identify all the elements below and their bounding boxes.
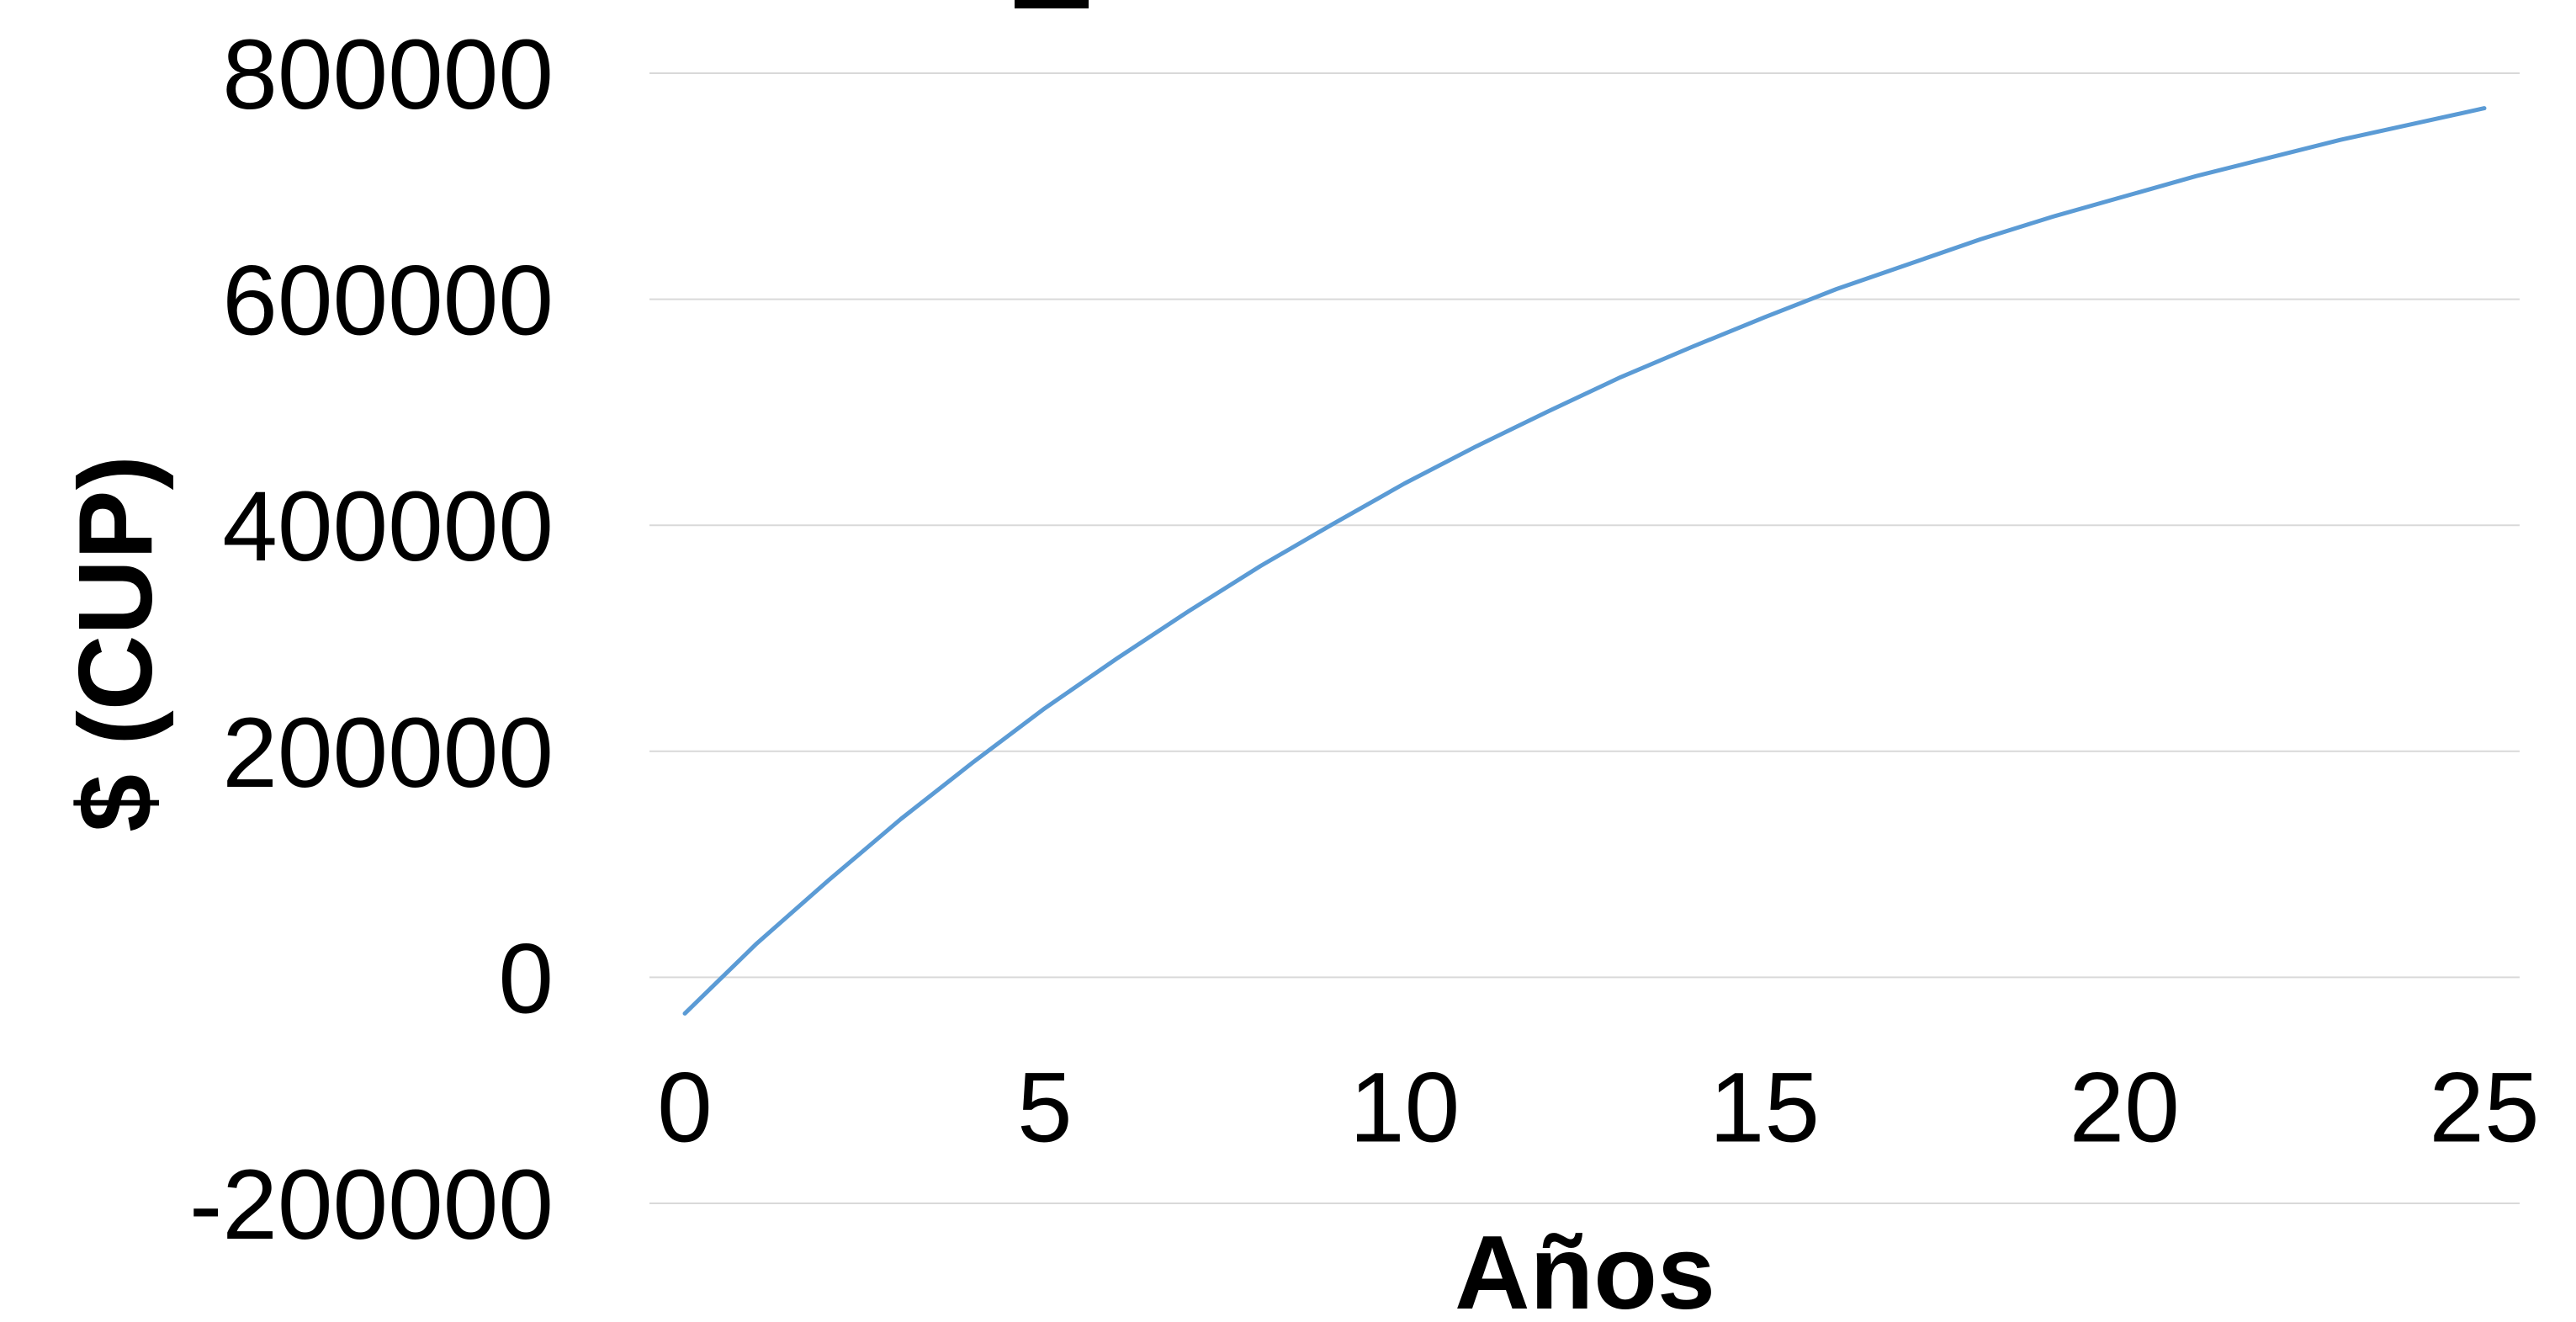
x-tick-label: 10 [1349,1052,1460,1163]
x-axis-ticks: 0 5 10 15 20 25 [657,1052,2539,1163]
y-axis-ticks: 800000 600000 400000 200000 0 -200000 [189,19,554,1261]
y-tick-label: 0 [498,923,554,1034]
gridlines [649,72,2520,1204]
x-tick-label: 20 [2070,1052,2180,1163]
y-tick-label: 200000 [222,698,554,809]
series-layer [682,106,2487,1016]
x-axis-title: Años [1455,1215,1715,1322]
top-edge-mark [1015,0,1089,8]
series-line [682,106,2487,1016]
x-tick-label: 15 [1709,1052,1820,1163]
x-tick-label: 5 [1017,1052,1073,1163]
y-tick-label: 800000 [222,19,554,130]
x-tick-label: 0 [657,1052,713,1163]
y-tick-label: -200000 [189,1149,554,1261]
y-tick-label: 400000 [222,471,554,582]
y-axis-title: $ (CUP) [58,455,174,832]
x-tick-label: 25 [2429,1052,2539,1163]
y-tick-label: 600000 [222,246,554,357]
